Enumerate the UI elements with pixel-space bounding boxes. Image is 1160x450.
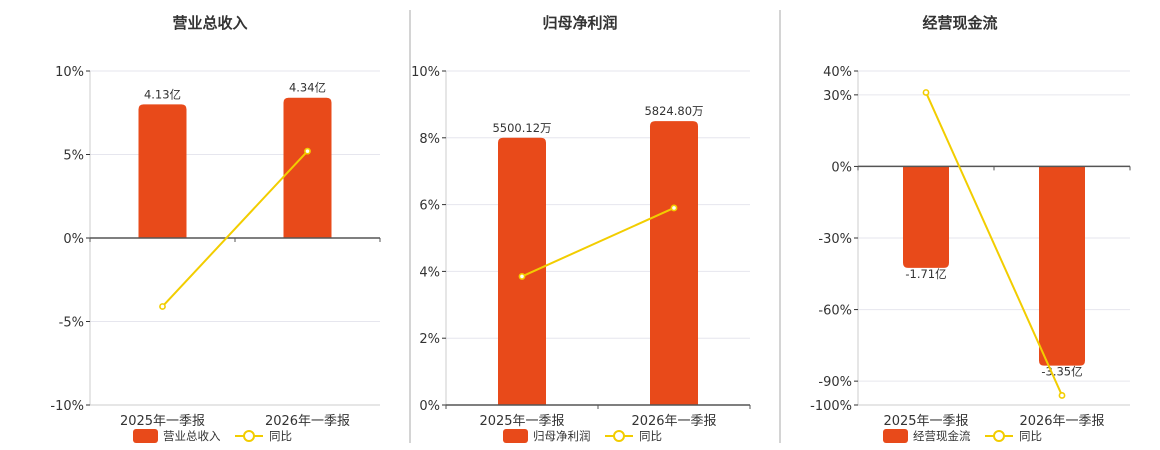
x-tick-label: 2025年一季报 [120,414,205,429]
y-tick-label: -30% [818,232,852,247]
y-tick-label: 40% [823,65,852,80]
y-tick-label: -100% [810,399,852,414]
bar [283,97,332,238]
legend-bar-label: 营业总收入 [163,429,221,443]
yoy-point [518,273,526,280]
y-tick-label: 2% [419,332,440,347]
legend-bar-swatch [503,429,528,443]
y-tick-label: -90% [818,375,852,390]
y-tick-label: 10% [411,65,440,80]
x-tick-label: 2025年一季报 [883,414,968,429]
y-tick-label: -10% [50,399,84,414]
yoy-point [304,147,311,155]
y-tick-label: 30% [823,89,852,104]
yoy-point [922,89,930,96]
y-tick-label: 10% [55,65,84,80]
bar-data-label: 5824.80万 [644,104,703,118]
legend-line-marker [613,430,625,442]
legend-bar-label: 归母净利润 [533,429,591,443]
yoy-point [159,303,166,310]
y-tick-label: 0% [831,160,852,175]
yoy-point [1058,392,1066,399]
bar-data-label: -3.35亿 [1041,365,1082,379]
bar [650,121,698,405]
legend-line-marker [993,430,1005,442]
legend-bar-swatch [133,429,158,443]
x-tick-label: 2025年一季报 [479,414,564,429]
y-tick-label: -60% [818,304,852,319]
bar [498,137,546,406]
yoy-line [925,92,1063,396]
x-tick-label: 2026年一季报 [265,414,350,429]
bar-data-label: 4.13亿 [144,87,181,101]
chart-title: 经营现金流 [922,14,997,32]
bar-data-label: -1.71亿 [905,267,946,281]
legend-line-label: 同比 [269,429,292,443]
x-tick-label: 2026年一季报 [631,414,716,429]
bar-data-label: 4.34亿 [289,81,326,95]
y-tick-label: 5% [63,149,84,164]
y-tick-label: -5% [59,316,84,331]
y-tick-label: 6% [419,199,440,214]
legend-bar-swatch [883,429,908,443]
yoy-line [161,150,309,308]
legend-line-label: 同比 [639,429,662,443]
y-tick-label: 0% [63,232,84,247]
bar [138,104,187,239]
chart-title: 营业总收入 [172,14,247,32]
y-tick-label: 8% [419,132,440,147]
y-tick-label: 4% [419,265,440,280]
bar-data-label: 5500.12万 [492,121,551,135]
chart-3: 经营现金流 -100% -90% -60% -30% 0% 30% 40% -1.71亿 -3.3… [810,14,1131,443]
chart-2: 归母净利润 0% 2% 4% 6% 8% 10% 5500.12万 5824.80万 2025年一… [411,14,751,443]
chart-title: 归母净利润 [542,14,617,32]
legend-bar-label: 经营现金流 [913,429,971,443]
yoy-point [670,204,678,212]
bar [903,166,949,268]
bar [1039,166,1085,366]
y-tick-label: 0% [419,399,440,414]
legend-line-marker [243,430,255,442]
legend-line-label: 同比 [1019,429,1042,443]
x-tick-label: 2026年一季报 [1019,414,1104,429]
chart-1: 营业总收入 -10% -5% 0% 5% 10% 4.13亿 4.34亿 2025年一季报 202… [50,14,381,443]
yoy-line [521,207,675,278]
